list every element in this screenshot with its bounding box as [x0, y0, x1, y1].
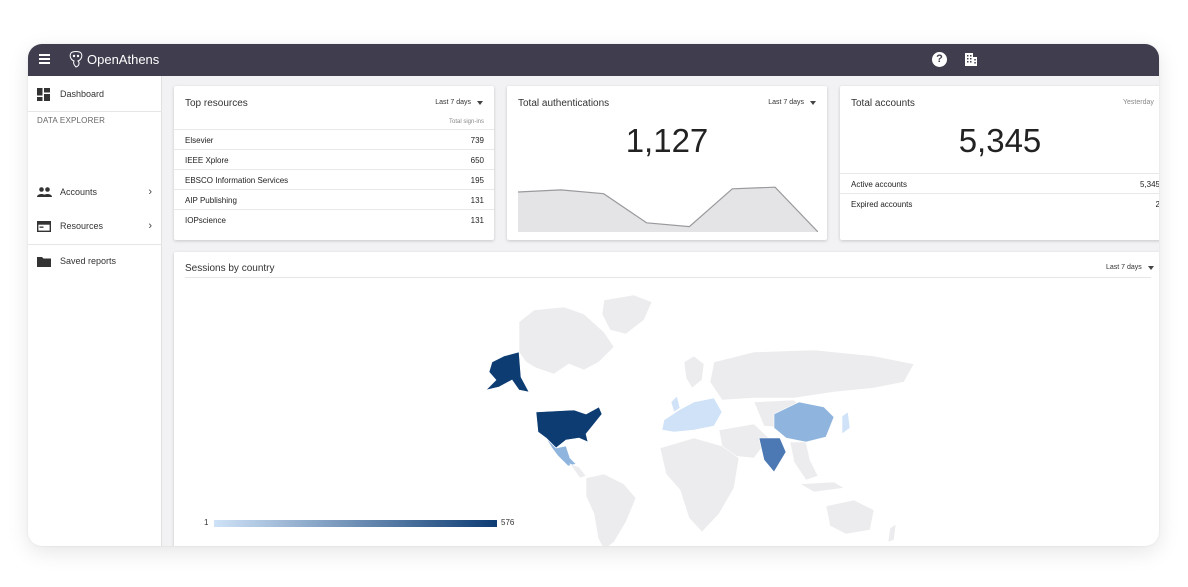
country-usa — [535, 406, 603, 449]
sidebar-item-saved-reports[interactable]: Saved reports — [28, 247, 162, 275]
country-india — [758, 437, 787, 473]
country-alaska — [485, 351, 530, 393]
sidebar-item-dashboard[interactable]: Dashboard — [28, 80, 162, 108]
country-uk — [670, 395, 681, 413]
world-map — [485, 294, 915, 546]
sidebar-item-label: Resources — [60, 221, 104, 231]
sparkline-line — [518, 186, 818, 232]
row-name: IOPscience — [185, 216, 226, 225]
legend-gradient — [214, 520, 497, 527]
country-new-zealand — [887, 523, 897, 543]
country-china — [773, 401, 835, 443]
row-value: 131 — [470, 196, 484, 205]
app-window: OpenAthens ? Dashboard DATA EXPLORER — [28, 44, 1159, 546]
range-dropdown[interactable]: Last 7 days — [435, 99, 483, 106]
row-value: 2 — [1155, 200, 1159, 209]
country-africa — [659, 437, 740, 533]
total-accounts-value: 5,345 — [958, 122, 1042, 159]
card-title: Sessions by country — [185, 263, 275, 274]
table-row[interactable]: EBSCO Information Services 195 — [174, 169, 494, 189]
total-authentications-card: Total authentications Last 7 days 1,127 — [507, 86, 827, 240]
sidebar-item-accounts[interactable]: Accounts › — [28, 178, 162, 206]
app-name: OpenAthens — [87, 51, 160, 67]
card-title: Top resources — [185, 98, 248, 109]
row-value: 195 — [470, 176, 484, 185]
chevron-right-icon: › — [148, 220, 152, 232]
sparkline-area — [518, 187, 818, 232]
range-label: Yesterday — [1123, 99, 1154, 106]
table-row[interactable]: IEEE Xplore 650 — [174, 149, 494, 169]
sidebar-section-title: DATA EXPLORER — [37, 116, 106, 125]
legend-min-label: 1 — [204, 518, 209, 527]
menu-icon[interactable] — [39, 54, 50, 64]
row-value: 131 — [470, 216, 484, 225]
row-value: 739 — [470, 136, 484, 145]
row-value: 5,345 — [1139, 180, 1159, 189]
divider — [185, 277, 1151, 278]
country-greenland — [601, 294, 653, 335]
row-name: Elsevier — [185, 136, 214, 145]
country-canada — [518, 306, 615, 375]
help-icon[interactable]: ? — [932, 52, 947, 67]
caret-down-icon — [1147, 265, 1154, 270]
dashboard-icon — [37, 87, 50, 101]
country-europe — [661, 397, 723, 433]
app-logo[interactable]: OpenAthens — [68, 50, 159, 68]
country-nordics — [683, 355, 705, 389]
sessions-by-country-card: Sessions by country Last 7 days — [174, 252, 1159, 546]
openathens-owl-icon — [69, 51, 83, 68]
top-bar: OpenAthens ? — [28, 44, 1159, 76]
total-authentications-value: 1,127 — [625, 122, 709, 159]
row-value: 650 — [470, 156, 484, 165]
chevron-right-icon: › — [148, 186, 152, 198]
row-name: IEEE Xplore — [185, 156, 229, 165]
resources-icon — [37, 220, 51, 232]
total-accounts-card: Total accounts Yesterday 5,345 Active ac… — [840, 86, 1159, 240]
row-name: Active accounts — [851, 180, 908, 189]
authentications-sparkline — [518, 186, 818, 232]
folder-icon — [37, 256, 51, 267]
country-australia — [825, 499, 875, 535]
row-name: Expired accounts — [851, 200, 913, 209]
row-name: AIP Publishing — [185, 196, 237, 205]
range-dropdown-label: Last 7 days — [1106, 264, 1142, 271]
sidebar-item-label: Saved reports — [60, 256, 117, 266]
country-south-america — [585, 473, 637, 546]
table-row[interactable]: Elsevier 739 — [174, 129, 494, 149]
country-japan — [841, 411, 851, 435]
table-row[interactable]: AIP Publishing 131 — [174, 189, 494, 209]
caret-down-icon — [810, 100, 816, 105]
sidebar: Dashboard DATA EXPLORER Accounts › Resou… — [28, 76, 162, 546]
sidebar-item-label: Accounts — [60, 187, 98, 197]
country-central-america — [569, 463, 587, 479]
divider — [28, 244, 162, 245]
sidebar-item-label: Dashboard — [60, 89, 105, 99]
range-dropdown[interactable]: Last 7 days — [768, 99, 816, 106]
legend-max-label: 576 — [501, 518, 515, 527]
card-title: Total accounts — [851, 98, 915, 109]
range-dropdown[interactable]: Last 7 days — [1106, 264, 1154, 271]
sidebar-item-resources[interactable]: Resources › — [28, 212, 162, 240]
country-mexico — [545, 437, 577, 467]
country-russia — [709, 349, 915, 401]
column-header: Total sign-ins — [448, 119, 484, 125]
card-title: Total authentications — [518, 98, 610, 109]
range-dropdown-label: Last 7 days — [435, 99, 471, 106]
organisation-icon[interactable] — [964, 52, 978, 67]
table-row[interactable]: Active accounts 5,345 — [840, 173, 1159, 193]
people-icon — [37, 187, 52, 197]
table-row[interactable]: Expired accounts 2 — [840, 193, 1159, 213]
range-dropdown-label: Last 7 days — [768, 99, 804, 106]
caret-down-icon — [477, 100, 483, 105]
country-se-asia — [789, 441, 819, 481]
country-indonesia — [798, 481, 845, 493]
table-row[interactable]: IOPscience 131 — [174, 209, 494, 229]
row-name: EBSCO Information Services — [185, 176, 289, 185]
divider — [28, 111, 162, 112]
top-resources-card: Top resources Last 7 days Total sign-ins… — [174, 86, 494, 240]
